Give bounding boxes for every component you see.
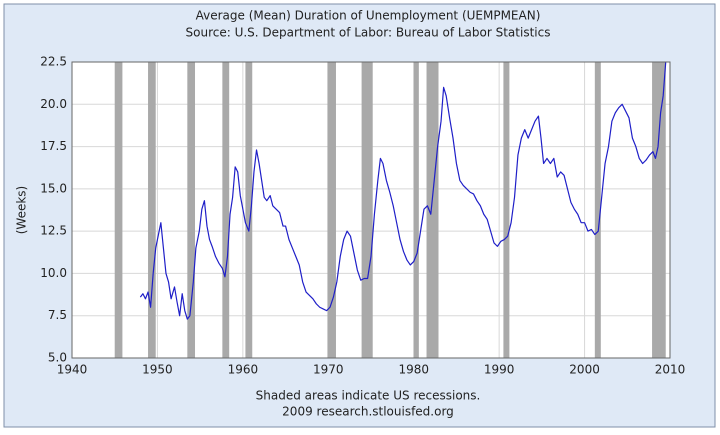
chart-title: Average (Mean) Duration of Unemployment … (196, 9, 541, 23)
y-tick-label: 20.0 (40, 97, 67, 111)
chart-subtitle: Source: U.S. Department of Labor: Bureau… (186, 26, 551, 40)
recession-band (652, 62, 666, 358)
recession-band (503, 62, 510, 358)
x-tick-label: 1970 (313, 363, 344, 377)
recession-band (426, 62, 439, 358)
footnote: 2009 research.stlouisfed.org (282, 405, 454, 419)
recession-band (187, 62, 196, 358)
y-tick-label: 10.0 (40, 266, 67, 280)
x-tick-label: 1940 (57, 363, 88, 377)
y-tick-label: 22.5 (40, 55, 67, 69)
y-tick-label: 7.5 (48, 308, 67, 322)
y-tick-label: 12.5 (40, 224, 67, 238)
recession-band (114, 62, 123, 358)
y-axis-label: (Weeks) (15, 186, 29, 235)
recession-band (327, 62, 336, 358)
recession-band (148, 62, 156, 358)
footnote: Shaded areas indicate US recessions. (256, 389, 481, 403)
x-tick-label: 1980 (398, 363, 429, 377)
x-tick-label: 1960 (228, 363, 259, 377)
recession-band (594, 62, 601, 358)
recession-band (361, 62, 373, 358)
x-tick-label: 1950 (142, 363, 173, 377)
data-line (139, 61, 667, 320)
y-tick-label: 5.0 (48, 351, 67, 365)
y-tick-label: 17.5 (40, 139, 67, 153)
x-tick-label: 1990 (484, 363, 515, 377)
recession-band (413, 62, 419, 358)
x-tick-label: 2010 (655, 363, 686, 377)
plot-border (71, 61, 671, 359)
recession-band (245, 62, 253, 358)
y-tick-label: 15.0 (40, 181, 67, 195)
recession-band (222, 62, 230, 358)
x-tick-label: 2000 (569, 363, 600, 377)
